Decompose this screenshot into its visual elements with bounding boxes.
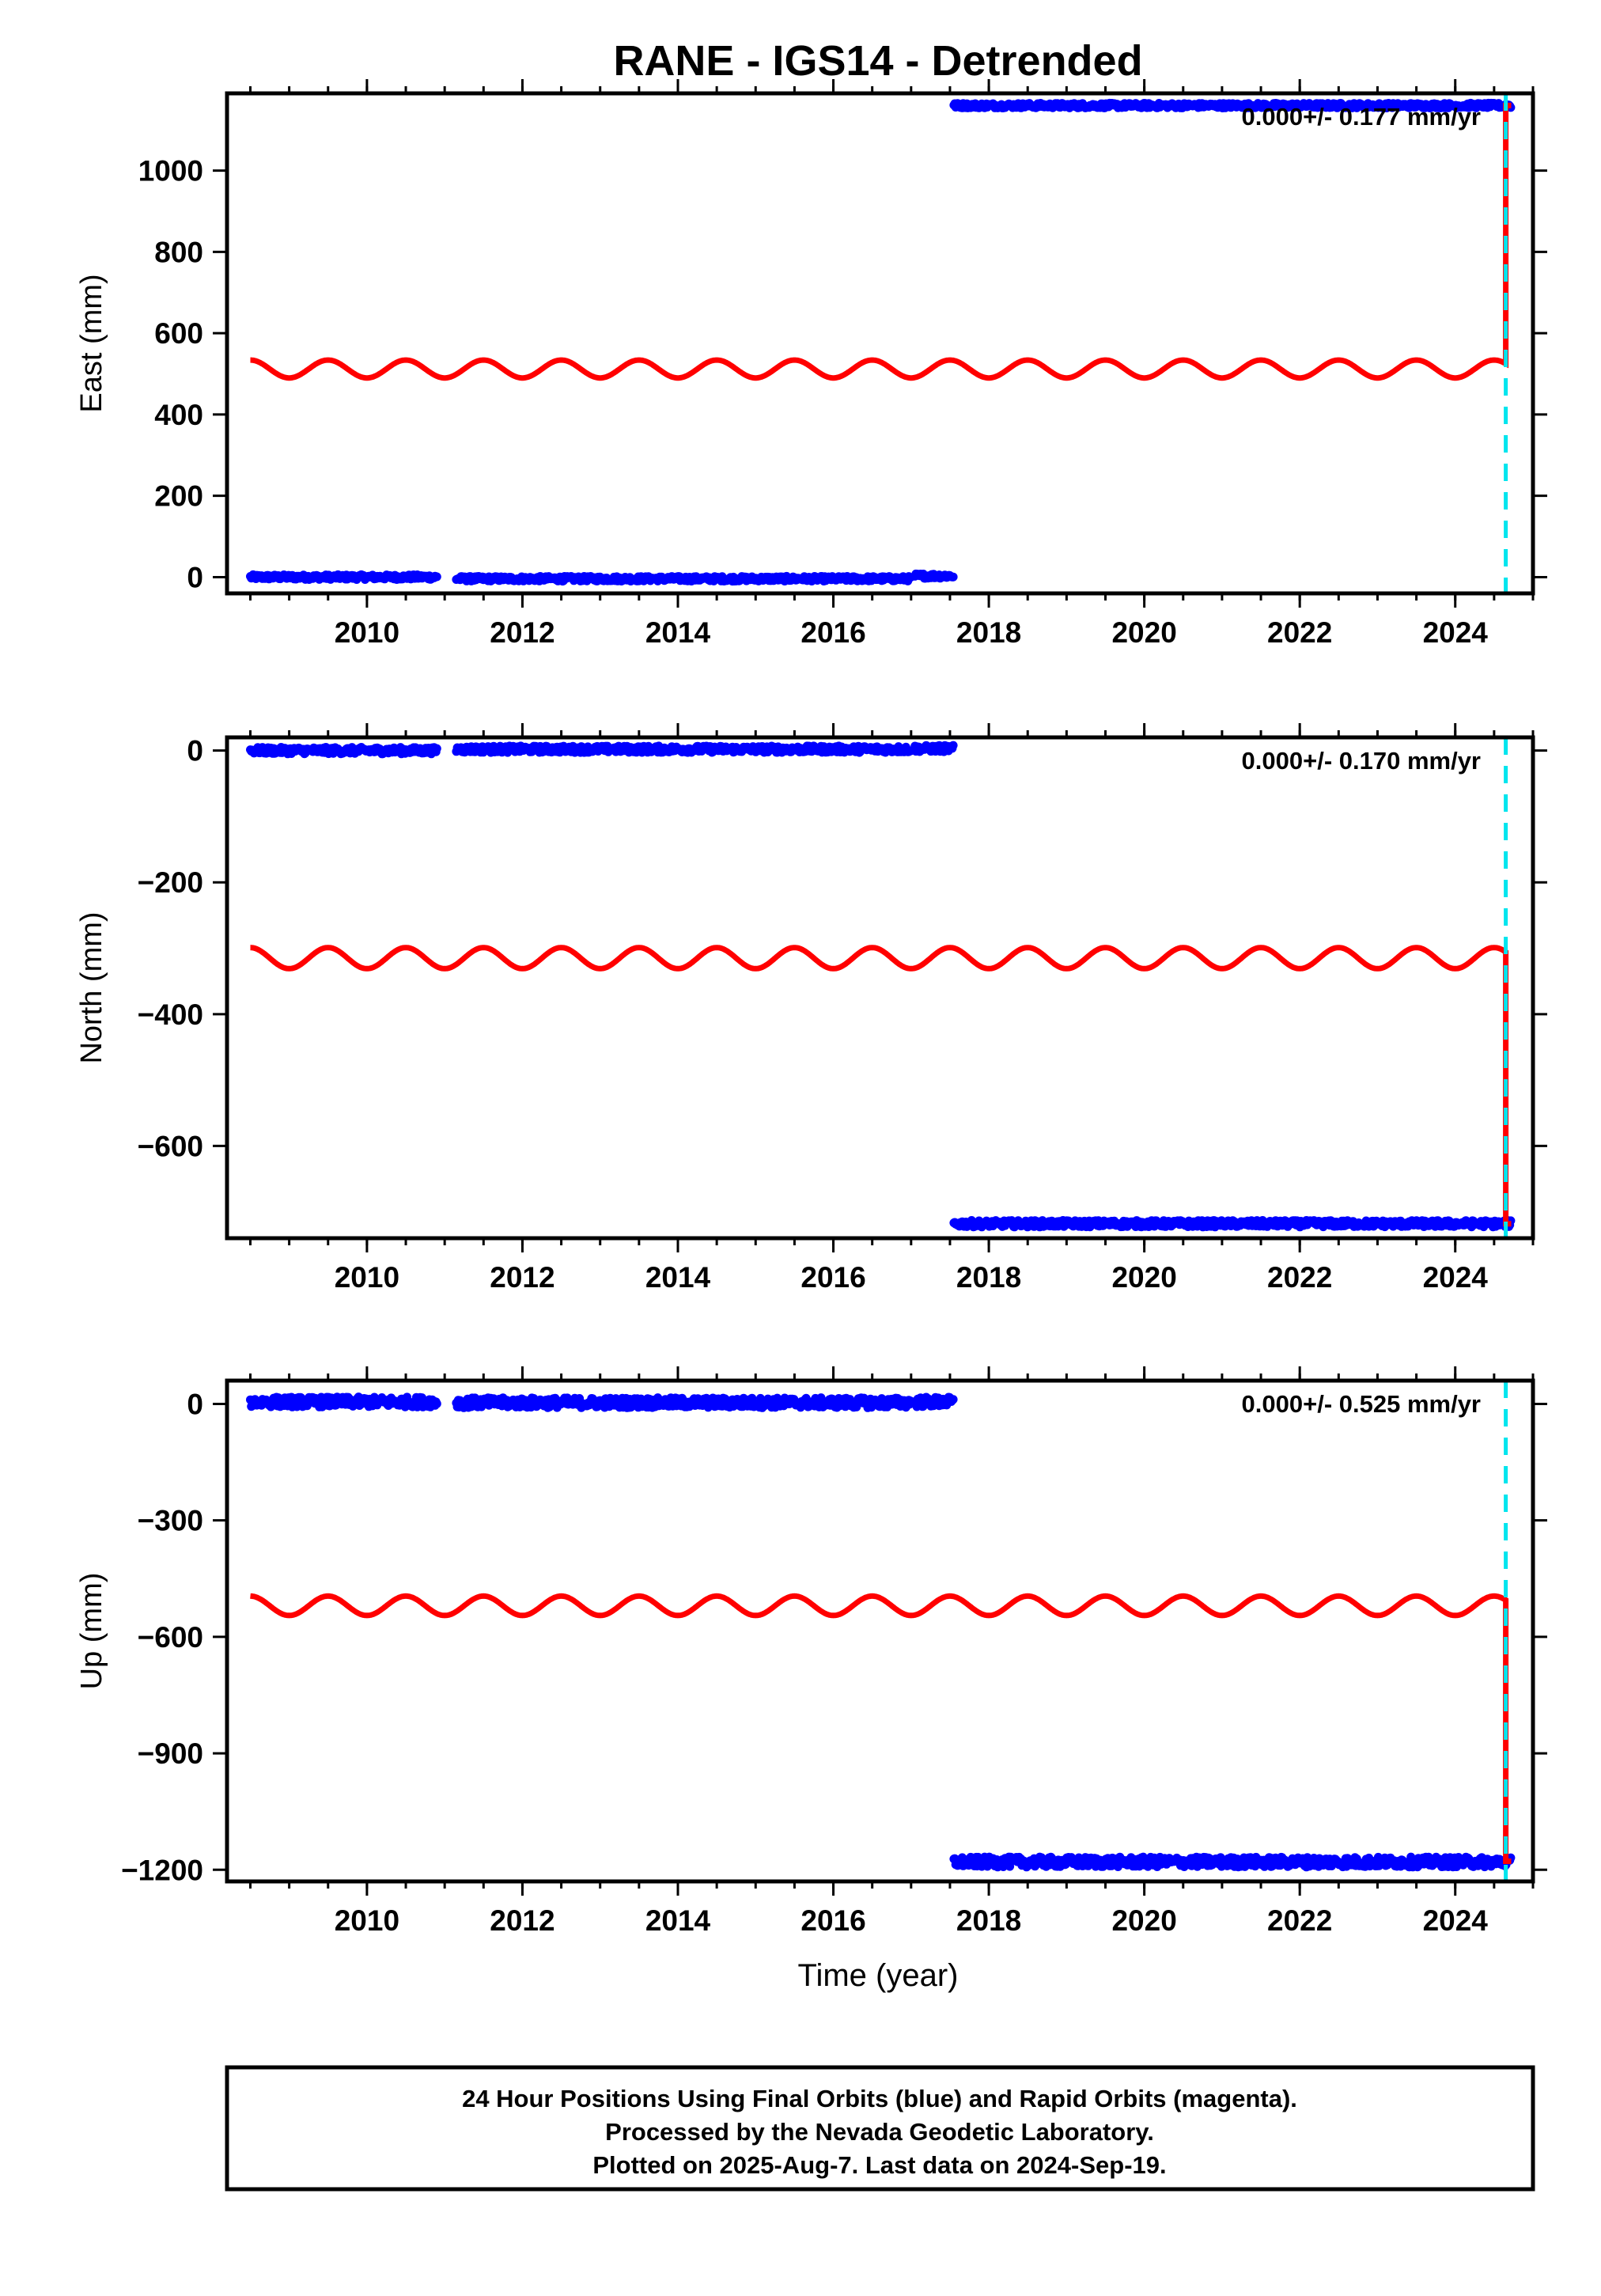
up-x-tick-label: 2016 — [800, 1904, 865, 1937]
footer-line-2: Processed by the Nevada Geodetic Laborat… — [605, 2118, 1154, 2146]
north-x-tick-label: 2012 — [490, 1261, 554, 1294]
east-x-tick-label: 2024 — [1423, 616, 1489, 649]
up-x-tick-label: 2010 — [335, 1904, 399, 1937]
footer-frame — [225, 2065, 1535, 2192]
panel-east: 2010 2012 2014 2016 2018 2020 2022 2024 0 200 400 6… — [75, 79, 1547, 649]
panel-north: 2010 2012 2014 2016 2018 2020 2022 2024 0 −200 −40… — [75, 723, 1547, 1294]
north-y-tick-label: −400 — [138, 998, 203, 1031]
up-x-tick-label: 2020 — [1111, 1904, 1176, 1937]
east-data-point — [432, 572, 441, 582]
east-x-tick-label: 2020 — [1111, 616, 1176, 649]
footer-line-1: 24 Hour Positions Using Final Orbits (bl… — [462, 2085, 1297, 2112]
east-plot-area — [246, 93, 1516, 593]
north-x-tick-label: 2014 — [645, 1261, 711, 1294]
up-data-point — [948, 1395, 958, 1404]
north-y-tick-label: −200 — [138, 866, 203, 899]
east-rate-label: 0.000+/- 0.177 mm/yr — [1242, 103, 1481, 131]
up-y-tick-label: 0 — [187, 1388, 203, 1420]
east-x-tick-label: 2016 — [800, 616, 865, 649]
east-model-curve — [250, 102, 1512, 381]
north-data-point — [948, 741, 958, 750]
up-observations — [246, 1392, 1516, 1872]
east-y-tick-label: 1000 — [138, 155, 203, 188]
up-plot-area — [246, 1381, 1516, 1881]
east-observations — [246, 98, 1516, 586]
east-y-tick-label: 600 — [154, 317, 203, 350]
up-axes-frame — [225, 1378, 1535, 1884]
figure-title: RANE - IGS14 - Detrended — [613, 37, 1142, 85]
up-model-curve — [250, 1593, 1512, 1864]
east-x-tick-label: 2014 — [645, 616, 711, 649]
up-rate-label: 0.000+/- 0.525 mm/yr — [1242, 1390, 1481, 1418]
east-axes-frame — [225, 91, 1535, 596]
x-axis-label: Time (year) — [798, 1958, 959, 1993]
footer-line-3: Plotted on 2025-Aug-7. Last data on 2024… — [592, 2151, 1166, 2179]
east-y-tick-label: 800 — [154, 236, 203, 268]
north-x-tick-label: 2022 — [1267, 1261, 1332, 1294]
north-y-tick-label: 0 — [187, 735, 203, 767]
north-rate-label: 0.000+/- 0.170 mm/yr — [1242, 747, 1481, 775]
east-y-tick-label: 400 — [154, 399, 203, 431]
east-y-tick-label: 200 — [154, 480, 203, 513]
panel-up: 2010 2012 2014 2016 2018 2020 2022 2024 0 −300 −60… — [75, 1366, 1547, 1937]
north-axes-frame — [225, 735, 1535, 1241]
up-x-tick-label: 2012 — [490, 1904, 554, 1937]
footer-box: 24 Hour Positions Using Final Orbits (bl… — [225, 2065, 1535, 2192]
panels: 2010 2012 2014 2016 2018 2020 2022 2024 0 200 400 6… — [75, 79, 1547, 1937]
north-y-axis-label: North (mm) — [75, 911, 108, 1063]
up-x-tick-label: 2014 — [645, 1904, 711, 1937]
north-x-tick-label: 2010 — [335, 1261, 399, 1294]
east-x-tick-label: 2018 — [956, 616, 1021, 649]
north-y-tick-label: −600 — [138, 1130, 203, 1162]
east-y-tick-label: 0 — [187, 561, 203, 593]
north-x-tick-label: 2020 — [1111, 1261, 1176, 1294]
up-y-tick-label: −300 — [138, 1505, 203, 1537]
up-x-tick-label: 2018 — [956, 1904, 1021, 1937]
up-y-tick-label: −600 — [138, 1621, 203, 1654]
up-x-tick-label: 2024 — [1423, 1904, 1489, 1937]
north-x-tick-label: 2018 — [956, 1261, 1021, 1294]
north-data-point — [432, 744, 441, 753]
up-y-axis-label: Up (mm) — [75, 1573, 108, 1690]
north-x-tick-label: 2024 — [1423, 1261, 1489, 1294]
north-observations — [246, 741, 1516, 1232]
east-data-point — [948, 572, 958, 582]
up-y-tick-label: −900 — [138, 1737, 203, 1770]
north-x-tick-label: 2016 — [800, 1261, 865, 1294]
east-x-tick-label: 2010 — [335, 616, 399, 649]
up-data-point — [432, 1399, 441, 1408]
north-plot-area — [246, 737, 1516, 1238]
up-y-tick-label: −1200 — [121, 1854, 203, 1886]
east-x-tick-label: 2012 — [490, 616, 554, 649]
up-x-tick-label: 2022 — [1267, 1904, 1332, 1937]
east-x-tick-label: 2022 — [1267, 616, 1332, 649]
east-y-axis-label: East (mm) — [75, 274, 108, 412]
north-model-curve — [250, 945, 1512, 1227]
